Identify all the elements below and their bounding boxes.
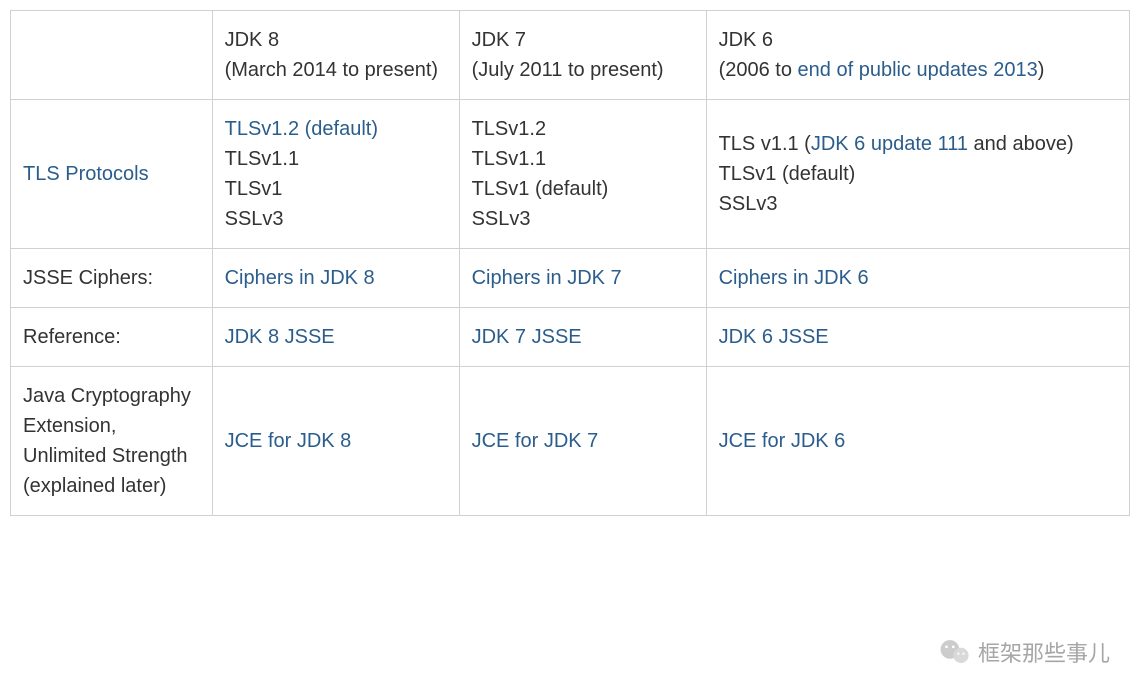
tls-jdk6-cell: TLS v1.1 (JDK 6 update 111 and above) TL…	[706, 100, 1129, 249]
row-jce: Java Cryptography Extension, Unlimited S…	[11, 367, 1130, 516]
tls-jdk6-update-link[interactable]: JDK 6 update 111	[811, 133, 968, 155]
ciphers-jdk8-cell: Ciphers in JDK 8	[212, 249, 459, 308]
tls-jdk8-default[interactable]: TLSv1.2 (default)	[225, 118, 378, 140]
tls-item: TLSv1.2	[472, 118, 546, 140]
header-jdk7: JDK 7 (July 2011 to present)	[459, 11, 706, 100]
tls-item: SSLv3	[225, 208, 284, 230]
header-jdk8: JDK 8 (March 2014 to present)	[212, 11, 459, 100]
header-title: JDK 6	[719, 29, 773, 51]
row-label-cell: Reference:	[11, 308, 213, 367]
watermark: 框架那些事儿	[938, 635, 1110, 669]
tls-jdk8-cell: TLSv1.2 (default) TLSv1.1 TLSv1 SSLv3	[212, 100, 459, 249]
ciphers-jdk8-link[interactable]: Ciphers in JDK 8	[225, 267, 375, 289]
reference-label: Reference:	[23, 326, 121, 348]
header-title: JDK 8	[225, 29, 279, 51]
jce-jdk7-link[interactable]: JCE for JDK 7	[472, 430, 599, 452]
reference-jdk7-link[interactable]: JDK 7 JSSE	[472, 326, 582, 348]
ciphers-label: JSSE Ciphers:	[23, 267, 153, 289]
reference-jdk8-link[interactable]: JDK 8 JSSE	[225, 326, 335, 348]
jce-jdk6-cell: JCE for JDK 6	[706, 367, 1129, 516]
row-tls-protocols: TLS Protocols TLSv1.2 (default) TLSv1.1 …	[11, 100, 1130, 249]
reference-jdk7-cell: JDK 7 JSSE	[459, 308, 706, 367]
tls-item: TLSv1.1	[225, 148, 299, 170]
header-subtitle-pre: (2006 to	[719, 59, 798, 81]
jce-jdk7-cell: JCE for JDK 7	[459, 367, 706, 516]
row-label-cell: TLS Protocols	[11, 100, 213, 249]
jdk-tls-table: JDK 8 (March 2014 to present) JDK 7 (Jul…	[10, 10, 1130, 516]
reference-jdk6-cell: JDK 6 JSSE	[706, 308, 1129, 367]
row-label-cell: Java Cryptography Extension, Unlimited S…	[11, 367, 213, 516]
jce-jdk8-cell: JCE for JDK 8	[212, 367, 459, 516]
reference-jdk6-link[interactable]: JDK 6 JSSE	[719, 326, 829, 348]
jce-jdk8-link[interactable]: JCE for JDK 8	[225, 430, 352, 452]
row-label-cell: JSSE Ciphers:	[11, 249, 213, 308]
tls-item: SSLv3	[719, 193, 778, 215]
tls-item: TLSv1	[225, 178, 283, 200]
header-title: JDK 7	[472, 29, 526, 51]
ciphers-jdk6-link[interactable]: Ciphers in JDK 6	[719, 267, 869, 289]
watermark-text: 框架那些事儿	[978, 636, 1110, 668]
tls-item: TLSv1.1	[472, 148, 546, 170]
header-jdk6: JDK 6 (2006 to end of public updates 201…	[706, 11, 1129, 100]
table-header-row: JDK 8 (March 2014 to present) JDK 7 (Jul…	[11, 11, 1130, 100]
row-jsse-ciphers: JSSE Ciphers: Ciphers in JDK 8 Ciphers i…	[11, 249, 1130, 308]
ciphers-jdk7-cell: Ciphers in JDK 7	[459, 249, 706, 308]
tls-protocols-link[interactable]: TLS Protocols	[23, 163, 149, 185]
header-subtitle-link[interactable]: end of public updates 2013	[798, 59, 1038, 81]
tls-jdk6-line1-post: and above)	[968, 133, 1074, 155]
tls-jdk6-line1-pre: TLS v1.1 (	[719, 133, 811, 155]
wechat-icon	[938, 635, 972, 669]
ciphers-jdk6-cell: Ciphers in JDK 6	[706, 249, 1129, 308]
tls-item: SSLv3	[472, 208, 531, 230]
tls-item: TLSv1 (default)	[472, 178, 609, 200]
header-subtitle: (July 2011 to present)	[472, 59, 664, 81]
header-subtitle: (March 2014 to present)	[225, 59, 438, 81]
header-subtitle-post: )	[1038, 59, 1045, 81]
header-empty	[11, 11, 213, 100]
ciphers-jdk7-link[interactable]: Ciphers in JDK 7	[472, 267, 622, 289]
jce-label: Java Cryptography Extension, Unlimited S…	[23, 385, 191, 497]
tls-item: TLSv1 (default)	[719, 163, 856, 185]
row-reference: Reference: JDK 8 JSSE JDK 7 JSSE JDK 6 J…	[11, 308, 1130, 367]
jce-jdk6-link[interactable]: JCE for JDK 6	[719, 430, 846, 452]
reference-jdk8-cell: JDK 8 JSSE	[212, 308, 459, 367]
tls-jdk7-cell: TLSv1.2 TLSv1.1 TLSv1 (default) SSLv3	[459, 100, 706, 249]
